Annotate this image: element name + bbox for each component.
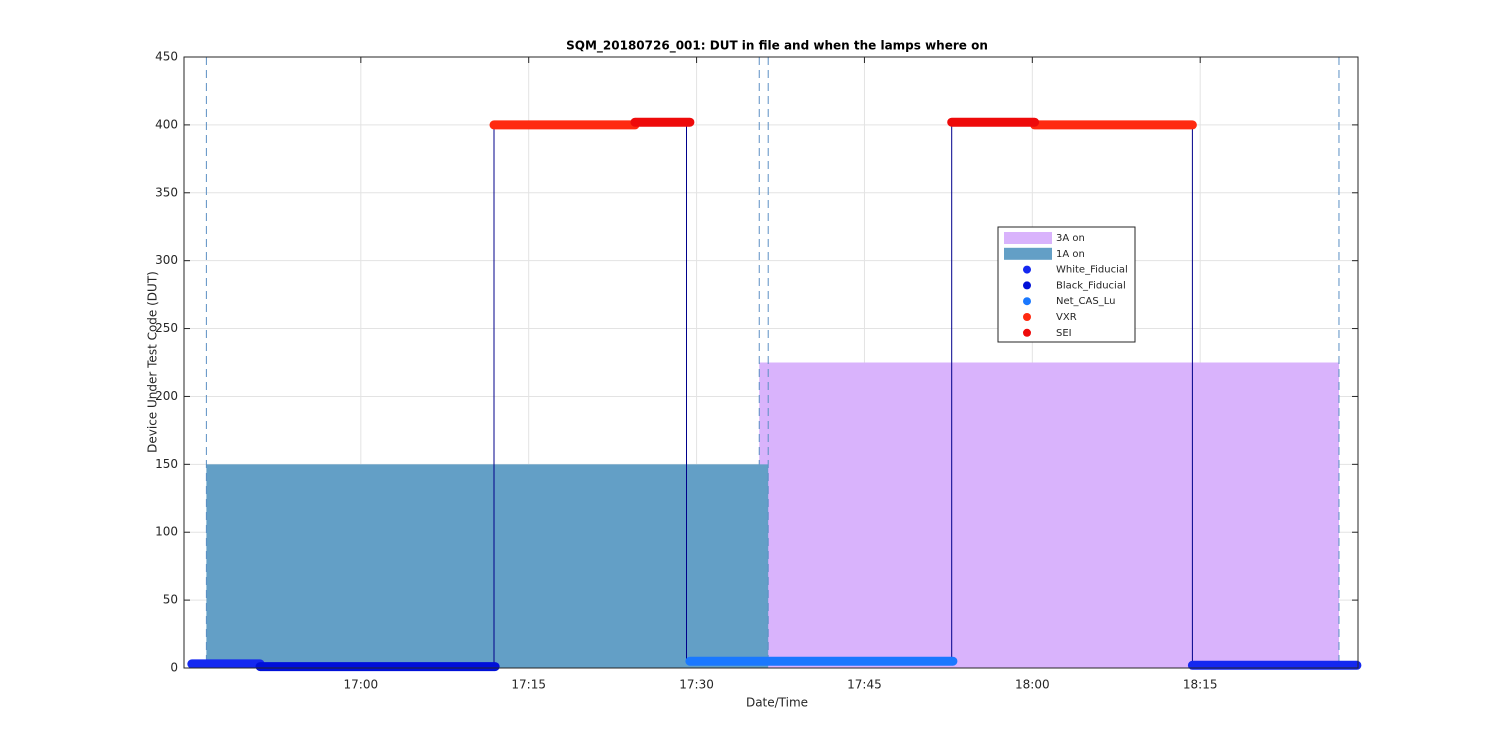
- y-tick-label: 0: [170, 661, 178, 675]
- y-tick-label: 50: [163, 593, 178, 607]
- x-tick-label: 17:45: [847, 678, 882, 692]
- legend-swatch: [1004, 247, 1052, 260]
- y-tick-label: 350: [155, 185, 178, 199]
- chart-title: SQM_20180726_001: DUT in file and when t…: [566, 39, 988, 54]
- legend-label: VXR: [1056, 312, 1077, 323]
- y-tick-label: 200: [155, 389, 178, 403]
- legend-marker: [1023, 297, 1031, 306]
- y-axis-label: Device Under Test Code (DUT): [146, 271, 160, 453]
- x-tick-label: 18:15: [1183, 678, 1218, 692]
- legend-marker: [1023, 328, 1031, 337]
- marker-run: [187, 659, 1362, 670]
- y-tick-label: 300: [155, 253, 178, 267]
- legend-label: 3A on: [1056, 233, 1085, 244]
- legend: 3A on 1A on White_Fiducial Black_Fiducial Ne…: [997, 226, 1136, 343]
- x-tick-label: 17:30: [679, 678, 714, 692]
- y-tick-label: 100: [155, 525, 178, 539]
- y-tick-label: 150: [155, 457, 178, 471]
- legend-swatch: [1004, 232, 1052, 244]
- legend-box: [997, 226, 1136, 343]
- y-tick-label: 400: [155, 117, 178, 131]
- x-tick-label: 17:00: [344, 678, 379, 692]
- lamp-area: [759, 362, 1339, 668]
- legend-label: Black_Fiducial: [1056, 280, 1126, 291]
- legend-label: Net_CAS_Lu: [1056, 296, 1115, 307]
- legend-label: SEI: [1056, 328, 1072, 339]
- plot-frame: [183, 56, 1359, 669]
- y-tick-label: 250: [155, 321, 178, 335]
- lamp-area: [206, 464, 769, 668]
- legend-marker: [1023, 265, 1031, 274]
- x-tick-label: 18:00: [1015, 678, 1050, 692]
- legend-marker: [1023, 281, 1031, 290]
- legend-label: White_Fiducial: [1056, 265, 1128, 276]
- x-tick-label: 17:15: [511, 678, 546, 692]
- legend-label: 1A on: [1056, 249, 1085, 260]
- x-axis-label: Date/Time: [746, 696, 808, 710]
- y-tick-label: 450: [155, 50, 178, 64]
- legend-marker: [1023, 313, 1031, 321]
